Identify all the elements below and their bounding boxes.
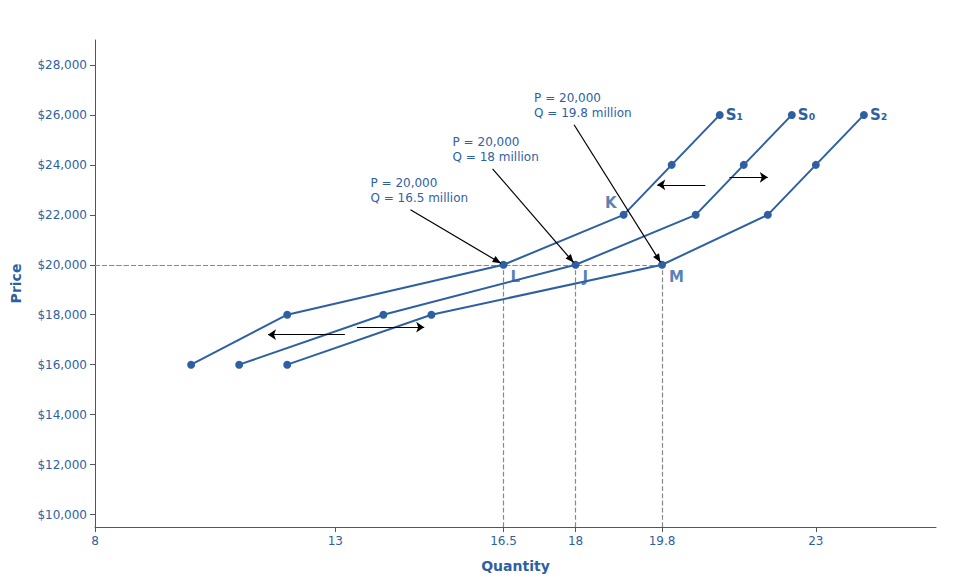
svg-text:Q = 18 million: Q = 18 million (453, 150, 539, 164)
svg-text:S₀: S₀ (798, 106, 815, 124)
svg-text:Price: Price (8, 264, 24, 304)
svg-text:$22,000: $22,000 (37, 208, 87, 222)
svg-text:$20,000: $20,000 (37, 258, 87, 272)
svg-text:P = 20,000: P = 20,000 (534, 91, 601, 105)
svg-text:Q = 16.5 million: Q = 16.5 million (370, 191, 468, 205)
svg-text:P = 20,000: P = 20,000 (370, 176, 437, 190)
svg-text:Quantity: Quantity (481, 558, 550, 574)
svg-text:$14,000: $14,000 (37, 408, 87, 422)
svg-text:M: M (669, 268, 684, 286)
svg-text:$10,000: $10,000 (37, 508, 87, 522)
svg-text:$16,000: $16,000 (37, 358, 87, 372)
svg-text:Q = 19.8 million: Q = 19.8 million (534, 106, 632, 120)
svg-text:$24,000: $24,000 (37, 158, 87, 172)
svg-text:L: L (510, 268, 520, 286)
svg-text:P = 20,000: P = 20,000 (453, 135, 520, 149)
svg-text:$28,000: $28,000 (37, 58, 87, 72)
svg-text:$18,000: $18,000 (37, 308, 87, 322)
svg-text:8: 8 (91, 534, 99, 548)
svg-text:16.5: 16.5 (490, 534, 517, 548)
svg-text:23: 23 (808, 534, 823, 548)
svg-text:18: 18 (568, 534, 583, 548)
svg-text:19.8: 19.8 (649, 534, 676, 548)
svg-text:S₂: S₂ (870, 106, 887, 124)
svg-text:S₁: S₁ (726, 106, 743, 124)
svg-text:13: 13 (328, 534, 343, 548)
svg-text:$26,000: $26,000 (37, 108, 87, 122)
svg-text:J: J (582, 268, 589, 286)
svg-text:K: K (605, 194, 618, 212)
svg-text:$12,000: $12,000 (37, 458, 87, 472)
